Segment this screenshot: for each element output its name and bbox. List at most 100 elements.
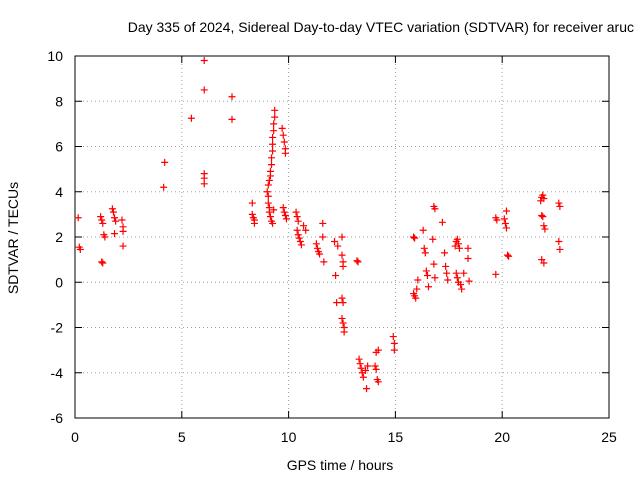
data-point <box>444 276 452 284</box>
data-point <box>271 113 279 121</box>
data-point <box>295 234 303 242</box>
data-point <box>109 208 117 216</box>
data-point <box>356 360 364 368</box>
data-point <box>313 244 321 252</box>
data-point <box>228 115 236 123</box>
data-point <box>493 216 501 224</box>
data-point <box>556 245 564 253</box>
data-point <box>99 259 107 267</box>
y-axis-title: SDTVAR / TECUs <box>5 182 21 294</box>
y-tick-label: -2 <box>51 320 64 336</box>
data-point <box>389 333 397 341</box>
data-point <box>279 131 287 139</box>
data-point <box>111 230 119 238</box>
data-point <box>334 242 342 250</box>
y-tick-label: 8 <box>55 93 63 109</box>
data-point <box>420 244 428 252</box>
x-tick-label: 15 <box>388 429 404 445</box>
data-point <box>340 328 348 336</box>
data-point <box>333 299 341 307</box>
x-tick-label: 20 <box>494 429 510 445</box>
data-point <box>302 226 310 234</box>
data-point <box>280 208 288 216</box>
data-point <box>200 180 208 188</box>
data-point <box>339 262 347 270</box>
data-point <box>464 244 472 252</box>
data-point <box>555 238 563 246</box>
data-point <box>319 233 327 241</box>
data-point <box>268 154 276 162</box>
grid-lines <box>75 56 609 418</box>
data-point <box>160 183 168 191</box>
data-point <box>353 257 361 265</box>
data-point <box>338 251 346 259</box>
data-point <box>281 149 289 157</box>
data-point <box>161 158 169 166</box>
data-point <box>270 127 278 135</box>
data-point <box>269 147 277 155</box>
data-point <box>266 167 274 175</box>
data-point <box>502 224 510 232</box>
data-point <box>312 240 320 248</box>
data-point <box>280 138 288 146</box>
data-point <box>111 214 119 222</box>
data-point <box>112 217 120 225</box>
y-tick-label: 6 <box>55 139 63 155</box>
data-point <box>263 188 271 196</box>
data-point <box>200 57 208 65</box>
data-point <box>454 240 462 248</box>
data-point <box>502 207 510 215</box>
data-point <box>265 208 273 216</box>
data-point <box>269 219 277 227</box>
data-point <box>501 219 509 227</box>
data-points <box>74 57 564 393</box>
data-point <box>281 212 289 220</box>
data-point <box>410 233 418 241</box>
data-point <box>339 299 347 307</box>
data-point <box>374 378 382 386</box>
data-point <box>371 362 379 370</box>
data-point <box>492 270 500 278</box>
y-tick-label: 2 <box>55 229 63 245</box>
data-point <box>390 346 398 354</box>
data-point <box>413 285 421 293</box>
data-point <box>119 227 127 235</box>
y-tick-label: 0 <box>55 274 63 290</box>
data-point <box>266 213 274 221</box>
data-point <box>364 362 372 370</box>
data-point <box>118 216 126 224</box>
data-point <box>504 251 512 259</box>
data-point <box>98 216 106 224</box>
data-point <box>354 258 362 266</box>
data-point <box>540 259 548 267</box>
data-point <box>539 213 547 221</box>
data-point <box>361 366 369 374</box>
chart-title: Day 335 of 2024, Sidereal Day-to-day VTE… <box>128 19 634 35</box>
data-point <box>455 244 463 252</box>
data-point <box>250 219 258 227</box>
data-point <box>294 231 302 239</box>
data-point <box>293 226 301 234</box>
data-point <box>421 249 429 257</box>
x-tick-label: 0 <box>71 429 79 445</box>
data-point <box>539 191 547 199</box>
y-tick-label: 10 <box>47 48 63 64</box>
data-point <box>556 202 564 210</box>
data-point <box>74 214 82 222</box>
x-tick-label: 10 <box>281 429 297 445</box>
data-point <box>265 176 273 184</box>
data-point <box>98 258 106 266</box>
data-point <box>359 373 367 381</box>
data-point <box>187 114 195 122</box>
x-tick-label: 25 <box>601 429 617 445</box>
data-point <box>338 294 346 302</box>
data-point <box>292 208 300 216</box>
data-point <box>282 215 290 223</box>
data-point <box>76 245 84 253</box>
data-point <box>363 385 371 393</box>
data-point <box>414 276 422 284</box>
data-point <box>372 365 380 373</box>
data-point <box>271 106 279 114</box>
data-point <box>278 124 286 132</box>
